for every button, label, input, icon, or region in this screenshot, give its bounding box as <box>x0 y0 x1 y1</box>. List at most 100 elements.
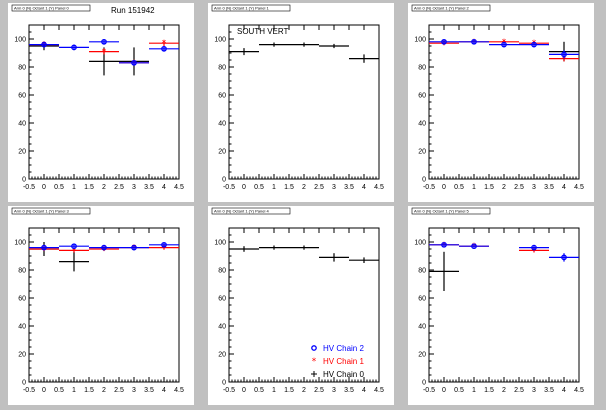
x-tick-label: 3 <box>332 184 336 191</box>
x-tick-label: 2.5 <box>314 184 324 191</box>
data-point-chain0 <box>229 246 259 252</box>
x-tick-label: 2 <box>502 387 506 394</box>
x-tick-label: 3.5 <box>144 387 154 394</box>
x-tick-label: 0 <box>242 387 246 394</box>
y-tick-label: 20 <box>418 352 426 359</box>
legend-label-chain0: HV Chain 0 <box>323 370 364 379</box>
panel-title: Arm 0 (N) Octant 1 (Y) Panel 1 <box>214 6 269 11</box>
data-point-chain2 <box>519 244 549 251</box>
data-point-chain2 <box>29 41 59 48</box>
x-tick-label: 1 <box>472 184 476 191</box>
panel-2: Arm 0 (N) Octant 1 (Y) Panel 2-0.5 0 0.5 1 1… <box>408 3 594 202</box>
panel-background <box>408 3 594 202</box>
legend-label-chain1: HV Chain 1 <box>323 357 364 366</box>
data-point-chain0 <box>349 54 379 63</box>
x-tick-label: 4.5 <box>574 184 584 191</box>
x-tick-label: 3 <box>532 387 536 394</box>
y-tick-label: 0 <box>22 177 26 184</box>
data-point-chain1: * <box>149 39 179 49</box>
open-circle-marker <box>41 244 47 251</box>
y-tick-label: 100 <box>414 37 426 44</box>
open-circle-marker <box>471 38 477 45</box>
data-point-chain0 <box>289 42 319 47</box>
y-tick-label: 20 <box>18 149 26 156</box>
star-marker: * <box>162 244 167 254</box>
open-circle-marker <box>161 45 167 52</box>
x-tick-label: 3 <box>532 184 536 191</box>
data-point-chain2 <box>59 243 89 250</box>
y-tick-label: 80 <box>18 65 26 72</box>
panel-title-box <box>211 207 291 215</box>
y-tick-label: 0 <box>222 380 226 387</box>
x-tick-label: -0.5 <box>423 387 435 394</box>
data-point-chain0 <box>289 245 319 250</box>
x-tick-label: 0 <box>42 387 46 394</box>
x-tick-label: 1 <box>72 184 76 191</box>
x-tick-label: 3 <box>132 387 136 394</box>
x-tick-label: 3 <box>332 387 336 394</box>
x-tick-label: 1.5 <box>84 387 94 394</box>
x-tick-label: 1 <box>272 184 276 191</box>
x-tick-label: -0.5 <box>23 387 35 394</box>
data-point-chain2 <box>89 38 119 45</box>
x-tick-label: 0.5 <box>454 184 464 191</box>
open-circle-marker <box>131 59 137 66</box>
y-tick-label: 80 <box>18 268 26 275</box>
x-tick-label: 1.5 <box>284 184 294 191</box>
x-tick-label: 0.5 <box>254 387 264 394</box>
x-tick-label: 2 <box>102 387 106 394</box>
y-tick-label: 20 <box>418 149 426 156</box>
star-marker: * <box>102 48 107 58</box>
x-tick-label: -0.5 <box>23 184 35 191</box>
star-marker: * <box>532 246 537 256</box>
y-tick-label: 60 <box>18 296 26 303</box>
data-point-chain0 <box>259 42 289 47</box>
open-circle-marker <box>471 243 477 250</box>
x-tick-label: 0.5 <box>54 387 64 394</box>
data-point-chain2 <box>89 244 119 251</box>
open-circle-marker <box>441 241 447 248</box>
x-tick-label: 0 <box>242 184 246 191</box>
x-tick-label: -0.5 <box>223 387 235 394</box>
x-tick-label: 2.5 <box>114 387 124 394</box>
x-tick-label: 0 <box>442 387 446 394</box>
data-point-chain0 <box>59 251 89 272</box>
open-circle-marker <box>531 244 537 251</box>
x-tick-label: 3 <box>132 184 136 191</box>
panel-annotation: SOUTH VERT <box>237 27 289 36</box>
data-point-chain1: * <box>89 48 119 58</box>
y-tick-label: 100 <box>214 37 226 44</box>
panel-title-box <box>11 207 91 215</box>
x-tick-label: 3.5 <box>344 387 354 394</box>
x-tick-label: 2.5 <box>314 387 324 394</box>
panel-title-box <box>211 4 291 12</box>
data-point-chain2 <box>549 253 579 262</box>
x-tick-label: 0.5 <box>54 184 64 191</box>
x-tick-label: 2.5 <box>114 184 124 191</box>
x-tick-label: 4 <box>562 387 566 394</box>
y-tick-label: 80 <box>218 65 226 72</box>
x-tick-label: 1 <box>72 387 76 394</box>
x-tick-label: 1 <box>472 387 476 394</box>
y-tick-label: 40 <box>418 121 426 128</box>
x-tick-label: 3.5 <box>544 387 554 394</box>
y-tick-label: 60 <box>418 296 426 303</box>
open-circle-marker <box>71 243 77 250</box>
x-tick-label: 2 <box>502 184 506 191</box>
x-tick-label: 2 <box>302 387 306 394</box>
panel-title: Arm 0 (N) Octant 1 (Y) Panel 4 <box>214 209 269 214</box>
data-point-chain2 <box>149 45 179 52</box>
y-tick-label: 0 <box>422 380 426 387</box>
open-circle-marker <box>561 51 567 58</box>
run-label: Run 151942 <box>111 6 155 15</box>
data-point-chain0 <box>229 48 259 56</box>
x-tick-label: 4.5 <box>174 387 184 394</box>
panel-title: Arm 0 (N) Octant 1 (Y) Panel 2 <box>414 6 469 11</box>
open-circle-marker <box>101 38 107 45</box>
open-circle-marker <box>41 41 47 48</box>
data-point-chain0 <box>349 257 379 263</box>
y-tick-label: 40 <box>18 121 26 128</box>
y-tick-label: 60 <box>18 93 26 100</box>
x-tick-label: 4.5 <box>374 184 384 191</box>
x-tick-label: 2 <box>102 184 106 191</box>
